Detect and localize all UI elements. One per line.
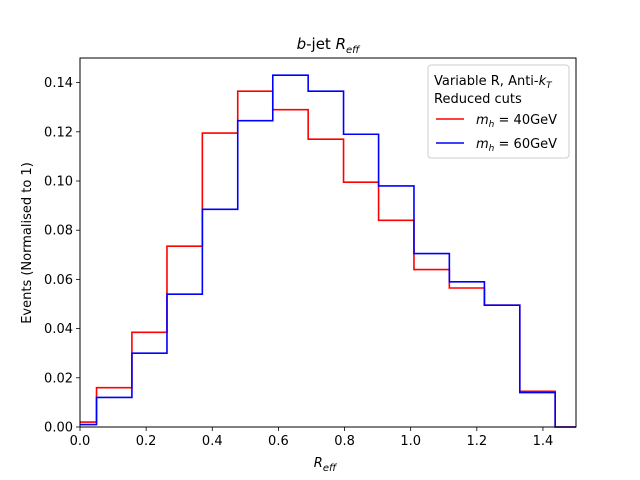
y-tick-label: 0.12 [44,125,73,140]
x-tick-label: 0.8 [334,434,355,449]
legend-title-line-2: Reduced cuts [434,92,522,107]
x-axis-label: Reff [314,456,338,474]
x-tick-label: 0.6 [268,434,289,449]
x-tick-label: 1.0 [400,434,421,449]
y-tick-label: 0.08 [44,224,73,239]
y-tick-label: 0.14 [44,76,73,91]
legend-title-line-1: Variable R, Anti-kT [434,74,553,91]
y-tick-label: 0.00 [44,421,73,436]
x-ticks: 0.0 0.2 0.4 0.6 0.8 1.0 1.2 1.4 [70,427,554,449]
y-tick-label: 0.02 [44,371,73,386]
legend: Variable R, Anti-kT Reduced cuts mh = 40… [427,64,570,159]
y-tick-label: 0.10 [44,175,73,190]
y-axis-label: Events (Normalised to 1) [20,162,35,324]
x-tick-label: 0.2 [136,434,157,449]
y-tick-label: 0.04 [44,322,73,337]
x-tick-label: 0.0 [70,434,91,449]
x-tick-label: 1.4 [533,434,554,449]
x-tick-label: 0.4 [202,434,223,449]
y-tick-label: 0.06 [44,273,73,288]
series-layer [80,74,576,428]
x-tick-label: 1.2 [466,434,487,449]
legend-box [427,64,570,159]
plot-frame [79,57,577,428]
legend-label-mh60: mh = 60GeV [476,137,557,154]
chart-title: b-jet Reff [297,35,362,56]
series-line-mh60 [80,74,576,428]
y-ticks: 0.00 0.02 0.04 0.06 0.08 0.10 0.12 0.14 [44,76,80,436]
legend-label-mh40: mh = 40GeV [476,113,557,130]
